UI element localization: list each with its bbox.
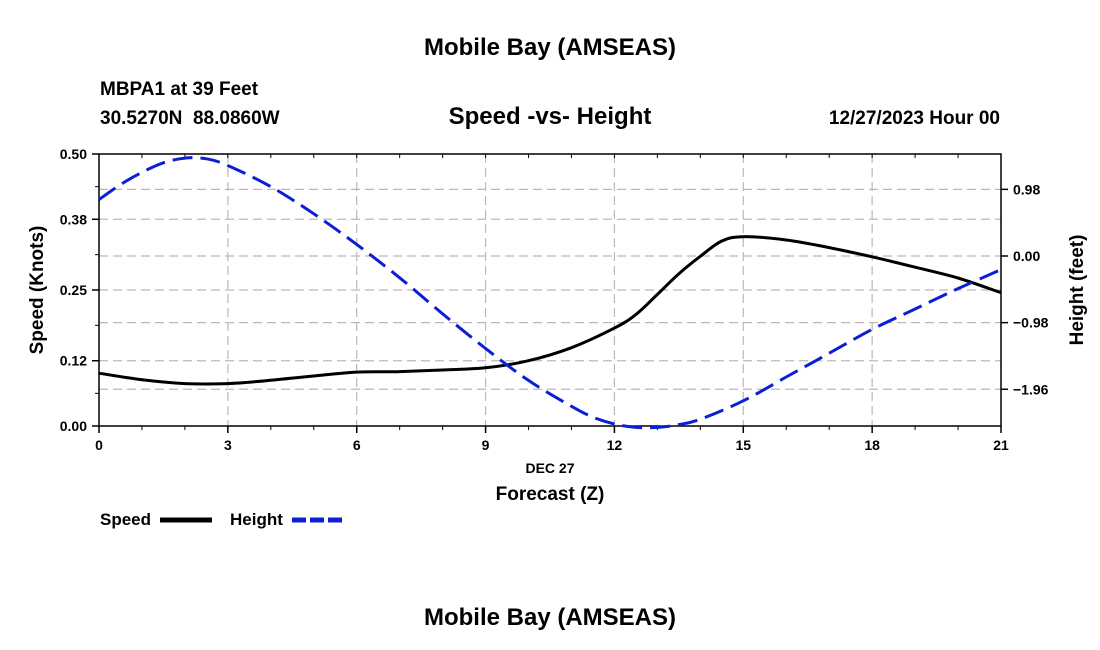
x-tick-label: 21 <box>993 437 1009 453</box>
y2-axis-label: Height (feet) <box>1067 235 1088 346</box>
x-axis-label: Forecast (Z) <box>496 484 605 505</box>
x-tick-label: 12 <box>607 437 623 453</box>
page-title: Mobile Bay (AMSEAS) <box>424 34 676 61</box>
x-tick-label: 15 <box>735 437 751 453</box>
station-name: MBPA1 at 39 Feet <box>100 79 259 100</box>
y2-tick-label: −0.98 <box>1013 315 1049 331</box>
x-tick-label: 18 <box>864 437 880 453</box>
y-axis-label: Speed (Knots) <box>27 226 48 355</box>
x-tick-label: 3 <box>224 437 232 453</box>
y-tick-label: 0.50 <box>60 146 87 162</box>
y-tick-label: 0.38 <box>60 211 87 227</box>
legend-height-label: Height <box>230 510 283 529</box>
series-line-speed <box>98 235 1002 386</box>
x-tick-label: 6 <box>353 437 361 453</box>
grid-lines <box>99 154 1001 426</box>
chart-title: Speed -vs- Height <box>449 103 652 130</box>
y2-tick-label: 0.98 <box>1013 181 1040 197</box>
footer-title: Mobile Bay (AMSEAS) <box>424 604 676 631</box>
series-lines <box>98 156 1002 430</box>
legend-speed-label: Speed <box>100 510 151 529</box>
y-tick-label: 0.12 <box>60 353 87 369</box>
y-tick-label: 0.00 <box>60 418 87 434</box>
legend: Speed Height <box>100 510 342 529</box>
series-line-height <box>98 156 1002 430</box>
y2-tick-label: 0.00 <box>1013 248 1040 264</box>
y-tick-label: 0.25 <box>60 282 87 298</box>
forecast-date: 12/27/2023 Hour 00 <box>829 108 1000 129</box>
axis-ticks: 0 3 6 9 12 15 18 21 0.00 0.12 0.25 0.38 0.50 0.98 0.00… <box>60 146 1049 453</box>
x-tick-label: 0 <box>95 437 103 453</box>
x-axis-date: DEC 27 <box>525 460 574 476</box>
y2-tick-label: −1.96 <box>1013 381 1049 397</box>
station-coords: 30.5270N 88.0860W <box>100 108 280 129</box>
x-tick-label: 9 <box>482 437 490 453</box>
